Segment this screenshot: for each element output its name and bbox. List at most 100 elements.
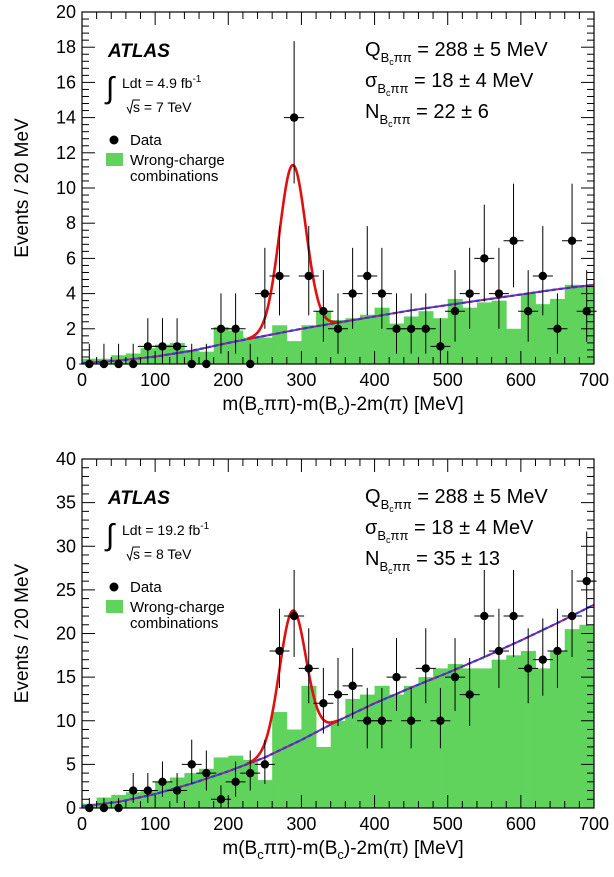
data-point: [436, 716, 445, 725]
data-point: [421, 664, 430, 673]
data-point: [289, 611, 299, 621]
data-point: [231, 777, 240, 787]
data-point: [538, 271, 547, 281]
x-tick-label: 200: [213, 370, 243, 390]
data-point: [143, 342, 153, 351]
histogram-bar: [506, 328, 522, 364]
histogram-bar: [330, 720, 346, 808]
data-point: [260, 289, 270, 298]
x-tick-label: 0: [77, 370, 87, 390]
y-tick-label: 12: [56, 143, 76, 163]
y-axis-label: Events / 20 MeV: [12, 563, 33, 703]
histogram-bar: [286, 729, 302, 808]
data-point: [567, 236, 577, 245]
atlas-label: ATLAS: [107, 488, 170, 509]
histogram-bar: [418, 677, 434, 808]
energy-label: s = 7 TeV: [133, 99, 192, 115]
y-axis-label: Events / 20 MeV: [12, 118, 33, 258]
data-point: [216, 324, 226, 333]
y-tick-label: 0: [66, 354, 76, 374]
data-point: [319, 699, 328, 708]
data-point: [538, 655, 547, 664]
y-tick-label: 16: [56, 72, 76, 92]
x-tick-label: 100: [140, 814, 170, 834]
data-point: [216, 795, 226, 804]
histogram-bar: [389, 694, 405, 808]
legend-wrong-charge-label-line2: combinations: [130, 615, 218, 632]
data-point: [348, 289, 357, 298]
y-tick-label: 2: [66, 319, 76, 339]
data-points: [79, 41, 597, 369]
y-tick-label: 8: [66, 213, 76, 233]
data-point: [275, 271, 284, 281]
y-tick-label: 4: [66, 284, 76, 304]
data-point: [480, 611, 489, 621]
data-point: [494, 646, 504, 656]
fit-result: NBcππ = 22 ± 6: [365, 101, 489, 129]
data-point: [333, 690, 343, 699]
histogram-bar: [462, 307, 478, 364]
x-tick-label: 400: [360, 814, 390, 834]
histogram-bar: [579, 624, 595, 808]
wrong-charge-histogram: [82, 624, 595, 808]
data-point: [509, 236, 518, 245]
data-point: [567, 611, 577, 621]
data-point: [465, 690, 474, 699]
histogram-bar: [476, 668, 492, 808]
data-point: [450, 307, 460, 316]
data-point: [509, 611, 518, 621]
data-point: [348, 681, 357, 691]
y-tick-label: 18: [56, 37, 76, 57]
data-point: [129, 786, 138, 795]
x-tick-label: 600: [506, 814, 536, 834]
fit-result: QBcππ = 288 ± 5 MeV: [365, 486, 548, 514]
histogram-bar: [550, 650, 566, 808]
data-point: [172, 786, 182, 795]
data-point: [172, 342, 182, 351]
histogram-bar: [301, 685, 317, 808]
histogram-bar: [257, 337, 273, 364]
y-tick-label: 5: [66, 754, 76, 774]
luminosity-label: Ldt = 19.2 fb-1: [122, 521, 210, 538]
data-point: [553, 646, 562, 656]
histogram-bar: [213, 757, 229, 808]
x-tick-label: 200: [213, 814, 243, 834]
energy-label: s = 8 TeV: [133, 546, 192, 562]
legend-data-marker: [109, 582, 119, 592]
data-point: [275, 646, 284, 656]
x-tick-label: 100: [140, 370, 170, 390]
data-point: [392, 324, 401, 333]
legend-wrong-charge-label-line2: combinations: [130, 168, 218, 185]
histogram-bar: [462, 668, 478, 808]
data-point: [304, 271, 313, 281]
data-point: [158, 342, 167, 351]
y-tick-label: 25: [56, 580, 76, 600]
y-tick-label: 14: [56, 108, 76, 128]
data-point: [421, 324, 430, 333]
data-point: [406, 716, 416, 725]
x-tick-label: 500: [433, 370, 463, 390]
data-point: [523, 664, 533, 673]
x-tick-label: 700: [579, 814, 609, 834]
data-point: [363, 716, 372, 725]
data-point: [231, 324, 240, 333]
fit-result: QBcππ = 288 ± 5 MeV: [365, 39, 548, 67]
histogram-bar: [564, 629, 580, 808]
data-point: [523, 307, 533, 316]
atlas-label: ATLAS: [107, 41, 170, 62]
histogram-bar: [316, 746, 332, 808]
data-point: [202, 768, 211, 778]
y-tick-label: 10: [56, 178, 76, 198]
legend-data-marker: [109, 135, 119, 145]
x-tick-label: 300: [286, 370, 316, 390]
y-tick-label: 40: [56, 449, 76, 469]
legend-wrong-charge-label: Wrong-charge: [130, 152, 225, 169]
data-point: [465, 289, 474, 298]
y-tick-label: 10: [56, 711, 76, 731]
histogram-bar: [286, 341, 302, 364]
histogram-bar: [447, 664, 463, 808]
legend-wrong-charge-swatch: [106, 153, 123, 166]
data-point: [143, 786, 153, 795]
data-point: [158, 777, 167, 787]
data-points: [79, 531, 597, 813]
